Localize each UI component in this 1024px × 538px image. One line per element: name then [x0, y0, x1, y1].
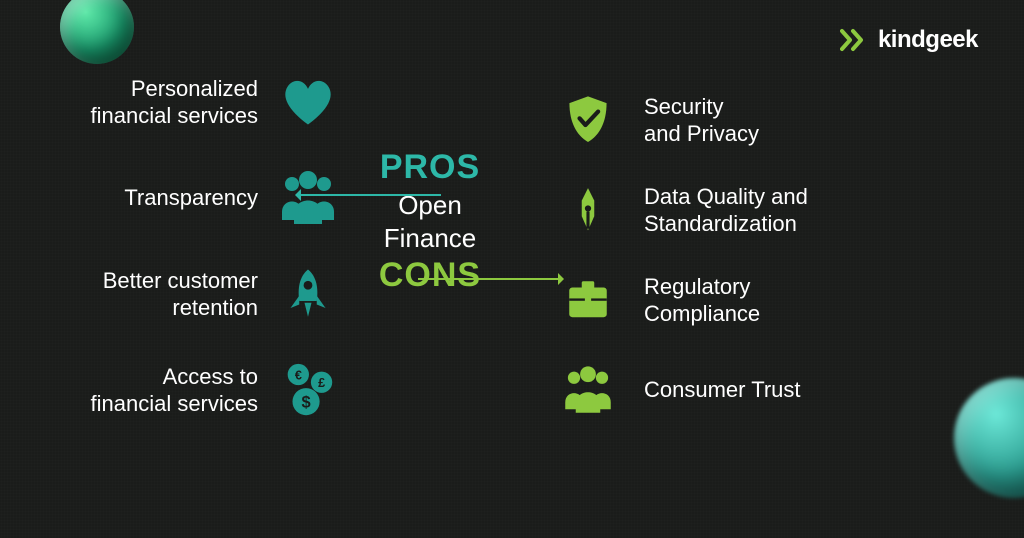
briefcase-icon: [558, 270, 618, 330]
svg-text:€: €: [295, 368, 302, 382]
arrow-right-icon: [418, 278, 563, 280]
pro-item-label: Better customerretention: [103, 267, 258, 322]
pro-item: Personalizedfinancial services: [0, 70, 340, 134]
con-item: Consumer Trust: [558, 360, 978, 420]
coins-icon: € £ $: [276, 358, 340, 422]
main-title: OpenFinance: [300, 189, 560, 254]
con-item-label: RegulatoryCompliance: [644, 273, 760, 328]
cons-column: Securityand Privacy Data Quality andStan…: [558, 90, 978, 450]
con-item: Securityand Privacy: [558, 90, 978, 150]
heart-icon: [276, 70, 340, 134]
svg-text:$: $: [301, 393, 310, 411]
pros-column: Personalizedfinancial services Transpare…: [0, 70, 340, 454]
svg-text:£: £: [318, 376, 325, 390]
shield-check-icon: [558, 90, 618, 150]
con-item: Data Quality andStandardization: [558, 180, 978, 240]
center-block: PROS OpenFinance CONS: [300, 148, 560, 295]
con-item: RegulatoryCompliance: [558, 270, 978, 330]
pro-item: Better customerretention: [0, 262, 340, 326]
pro-item: Access tofinancial services € £ $: [0, 358, 340, 422]
pro-item-label: Personalizedfinancial services: [90, 75, 258, 130]
pen-nib-icon: [558, 180, 618, 240]
con-item-label: Securityand Privacy: [644, 93, 759, 148]
arrow-left-icon: [296, 194, 441, 196]
pros-heading: PROS: [300, 148, 560, 187]
con-item-label: Consumer Trust: [644, 376, 801, 404]
pro-item-label: Access tofinancial services: [90, 363, 258, 418]
pro-item: Transparency: [0, 166, 340, 230]
con-item-label: Data Quality andStandardization: [644, 183, 808, 238]
pro-item-label: Transparency: [124, 184, 258, 212]
infographic: Personalizedfinancial services Transpare…: [0, 0, 1024, 538]
people-icon: [558, 360, 618, 420]
cons-heading: CONS: [300, 256, 560, 295]
